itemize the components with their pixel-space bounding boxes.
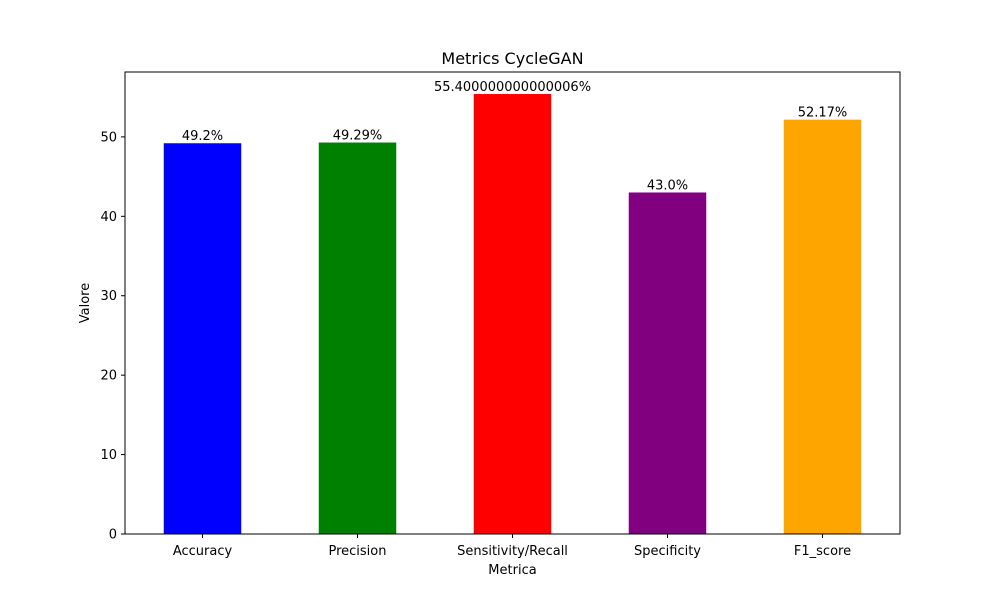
x-tick-label-precision: Precision xyxy=(328,544,386,559)
bar-precision xyxy=(318,142,397,534)
bars-layer xyxy=(163,94,862,534)
plot-frame xyxy=(124,71,901,535)
y-axis-ticks: 0 10 20 30 40 50 xyxy=(100,130,125,543)
y-tick-label-20: 20 xyxy=(100,369,117,384)
data-label-specificity: 43.0% xyxy=(647,178,688,193)
bar-accuracy xyxy=(163,143,242,534)
x-axis-ticks: Accuracy Precision Sensitivity/Recall Speci… xyxy=(173,534,851,559)
bar-sensitivity-recall xyxy=(473,94,552,534)
x-tick-label-specificity: Specificity xyxy=(634,544,701,559)
data-label-accuracy: 49.2% xyxy=(182,129,223,144)
y-tick-label-0: 0 xyxy=(109,528,117,543)
data-labels-layer: 49.2% 49.29% 55.400000000000006% 43.0% 52.17… xyxy=(182,80,847,193)
data-label-precision: 49.29% xyxy=(333,129,383,144)
bar-specificity xyxy=(628,192,707,534)
y-tick-label-10: 10 xyxy=(100,448,117,463)
x-tick-label-sensitivity-recall: Sensitivity/Recall xyxy=(457,544,568,559)
y-tick-label-30: 30 xyxy=(100,289,117,304)
x-axis-label: Metrica xyxy=(488,563,536,578)
chart-title: Metrics CycleGAN xyxy=(441,49,583,68)
bar-f1-score xyxy=(783,119,862,534)
data-label-f1-score: 52.17% xyxy=(798,106,848,121)
x-tick-label-f1-score: F1_score xyxy=(794,544,851,559)
y-axis-label: Valore xyxy=(78,283,93,323)
x-tick-label-accuracy: Accuracy xyxy=(173,544,233,559)
y-tick-label-40: 40 xyxy=(100,210,117,225)
data-label-sensitivity-recall: 55.400000000000006% xyxy=(434,80,591,95)
y-tick-label-50: 50 xyxy=(100,130,117,145)
